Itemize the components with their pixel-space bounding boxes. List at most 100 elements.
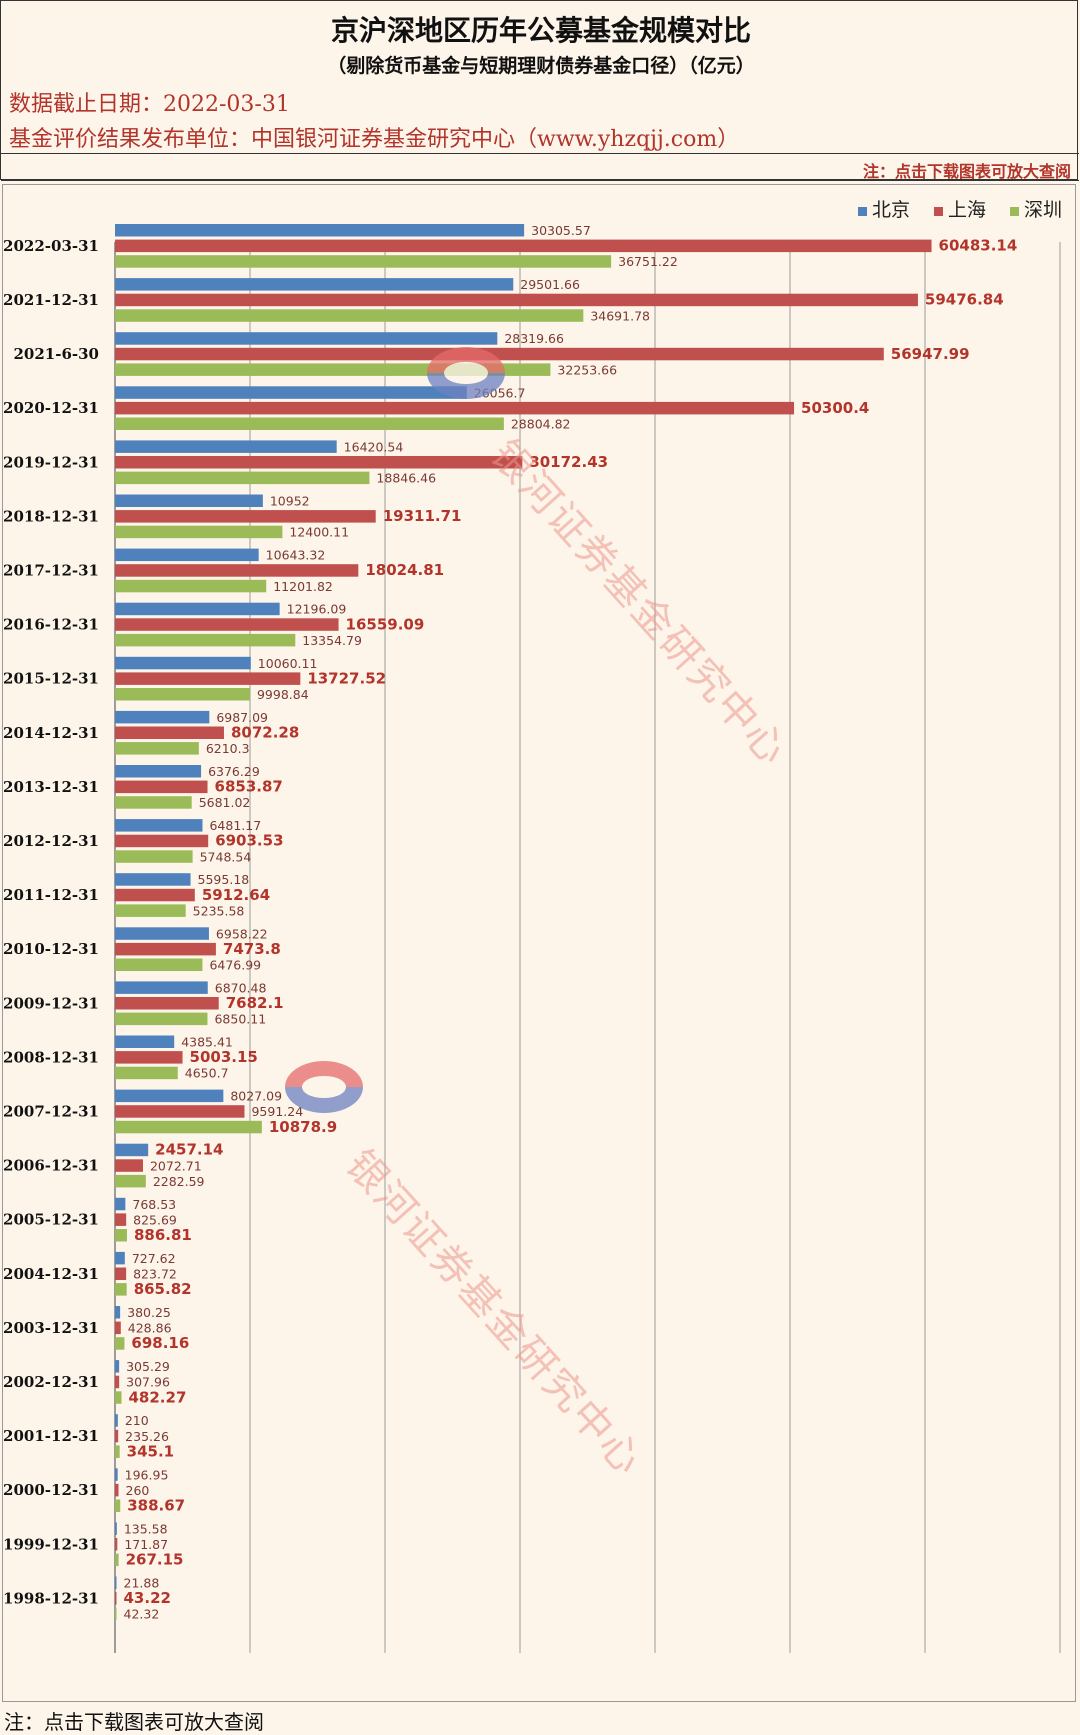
data-label: 5003.15 — [190, 1048, 258, 1066]
bar-深圳 — [115, 579, 267, 593]
data-label: 6870.48 — [215, 980, 267, 995]
bar-上海 — [115, 1483, 119, 1497]
data-label: 21.88 — [124, 1576, 160, 1591]
bar-北京 — [115, 1360, 120, 1373]
data-label: 36751.22 — [618, 254, 678, 269]
data-label: 6476.99 — [209, 958, 261, 973]
data-label: 825.69 — [133, 1212, 177, 1227]
data-label: 260 — [126, 1483, 150, 1498]
bar-北京 — [115, 386, 467, 399]
category-label: 2017-12-31 — [3, 561, 99, 579]
data-label: 11201.82 — [273, 579, 333, 594]
bar-上海 — [115, 726, 224, 739]
bar-深圳 — [115, 633, 296, 647]
data-label: 28319.66 — [504, 331, 564, 346]
data-label: 34691.78 — [590, 308, 650, 323]
chart-frame: 北京 上海 深圳 2022-03-31 30305.57 60483.14 36751.22… — [2, 184, 1076, 1702]
data-label: 4385.41 — [181, 1035, 233, 1050]
category-label: 2009-12-31 — [3, 994, 99, 1012]
bar-北京 — [115, 1306, 121, 1319]
bar-深圳 — [115, 958, 203, 971]
bar-北京 — [115, 710, 210, 724]
data-label: 5681.02 — [199, 795, 251, 810]
legend-swatch — [1010, 207, 1019, 216]
category-label: 2008-12-31 — [3, 1048, 99, 1066]
data-label: 16559.09 — [346, 615, 425, 633]
bar-上海 — [115, 1213, 127, 1226]
bar-北京 — [115, 1576, 117, 1589]
footer-note: 注：点击下载图表可放大查阅 — [4, 1710, 264, 1734]
data-label: 18846.46 — [376, 471, 436, 486]
bar-深圳 — [115, 255, 612, 268]
data-label: 6903.53 — [215, 832, 283, 850]
data-label: 18024.81 — [365, 561, 444, 579]
note-bar: 注：点击下载图表可放大查阅 — [1, 153, 1079, 181]
data-label: 135.58 — [124, 1521, 168, 1536]
page-title: 京沪深地区历年公募基金规模对比 — [330, 14, 751, 47]
category-label: 2007-12-31 — [3, 1102, 99, 1120]
data-label: 7682.1 — [226, 994, 284, 1012]
legend-label: 上海 — [948, 199, 986, 221]
data-label: 380.25 — [127, 1305, 171, 1320]
legend-swatch — [858, 207, 867, 216]
data-label: 12196.09 — [287, 602, 347, 617]
bar-北京 — [115, 1089, 224, 1103]
category-label: 2001-12-31 — [3, 1427, 99, 1445]
bar-深圳 — [115, 1012, 208, 1026]
bar-深圳 — [115, 1391, 122, 1404]
header-block: 京沪深地区历年公募基金规模对比 （剔除货币基金与短期理财债券基金口径）（亿元） … — [0, 0, 1079, 181]
data-label: 196.95 — [125, 1467, 169, 1482]
data-label: 10060.11 — [258, 656, 318, 671]
bar-上海 — [115, 1592, 117, 1605]
bar-北京 — [115, 981, 208, 994]
data-label: 43.22 — [124, 1589, 171, 1607]
category-label: 2000-12-31 — [3, 1481, 99, 1499]
category-label: 2018-12-31 — [3, 507, 99, 525]
bar-上海 — [115, 564, 359, 577]
data-label: 428.86 — [128, 1321, 172, 1336]
data-label: 5748.54 — [200, 849, 252, 864]
category-label: 2013-12-31 — [3, 778, 99, 796]
bar-深圳 — [115, 1066, 178, 1080]
bar-深圳 — [115, 1445, 120, 1458]
category-label: 2005-12-31 — [3, 1211, 99, 1229]
bar-北京 — [115, 656, 251, 670]
category-label: 2015-12-31 — [3, 670, 99, 688]
bar-北京 — [115, 548, 259, 562]
bar-深圳 — [115, 1229, 127, 1242]
data-label: 60483.14 — [939, 237, 1018, 255]
bar-上海 — [115, 672, 301, 685]
data-label: 5235.58 — [193, 903, 245, 918]
category-label: 2016-12-31 — [3, 616, 99, 634]
data-label: 13354.79 — [302, 633, 362, 648]
bar-深圳 — [115, 1499, 121, 1512]
data-label: 5595.18 — [198, 872, 250, 887]
data-label: 50300.4 — [801, 399, 869, 417]
data-label: 8072.28 — [231, 724, 299, 742]
legend-swatch — [934, 207, 943, 216]
bar-上海 — [115, 1159, 143, 1172]
bar-北京 — [115, 494, 263, 507]
category-label: 2004-12-31 — [3, 1265, 99, 1283]
publisher-line: 基金评价结果发布单位：中国银河证券基金研究中心（www.yhzqjj.com） — [9, 127, 740, 152]
bar-深圳 — [115, 742, 199, 755]
bar-上海 — [115, 1105, 245, 1118]
bar-上海 — [115, 1375, 120, 1389]
data-label: 6481.17 — [209, 818, 261, 833]
bar-北京 — [115, 332, 498, 345]
data-label: 10643.32 — [266, 548, 326, 563]
bar-北京 — [115, 1035, 175, 1048]
category-label: 2014-12-31 — [3, 724, 99, 742]
data-label: 235.26 — [125, 1429, 169, 1444]
bar-深圳 — [115, 850, 193, 863]
data-label: 8027.09 — [230, 1089, 282, 1104]
bar-深圳 — [115, 1174, 146, 1188]
data-label: 13727.52 — [307, 669, 386, 687]
bar-深圳 — [115, 904, 186, 917]
data-label: 267.15 — [126, 1551, 184, 1569]
bar-北京 — [115, 1522, 117, 1535]
data-label: 6987.09 — [216, 710, 268, 725]
data-label: 28804.82 — [511, 417, 571, 432]
data-label: 2457.14 — [155, 1141, 223, 1159]
bar-北京 — [115, 440, 337, 453]
